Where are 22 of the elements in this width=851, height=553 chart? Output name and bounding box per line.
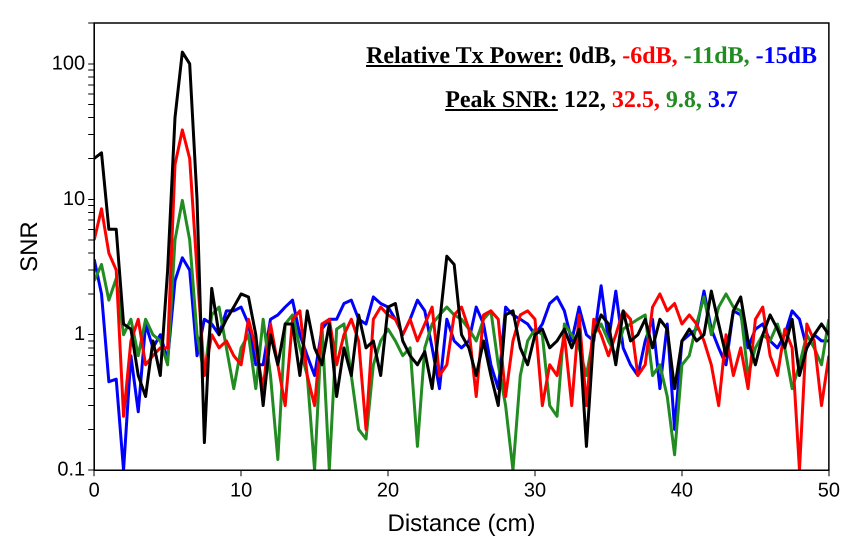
x-tick-label: 50 xyxy=(818,480,840,502)
y-tick-label: 10 xyxy=(62,188,86,210)
annotation: 3.7 xyxy=(706,87,738,113)
annotation: 122, xyxy=(562,87,606,113)
x-tick-label: 30 xyxy=(524,480,546,502)
annotation: 9.8, xyxy=(664,87,702,113)
text: 0dB, xyxy=(568,43,616,69)
y-tick-label: 100 xyxy=(52,52,86,74)
text: -15dB xyxy=(754,43,817,69)
x-tick-label: 40 xyxy=(670,480,694,502)
y-tick-label: 1 xyxy=(74,323,86,346)
legend-title: Relative Tx Power: xyxy=(366,43,563,69)
x-axis-title: Distance (cm) xyxy=(388,510,536,538)
text: -6dB, xyxy=(621,43,678,69)
y-axis-title: SNR xyxy=(16,221,44,272)
x-tick-label: 0 xyxy=(88,480,100,502)
x-tick-label: 10 xyxy=(230,480,252,502)
annotation: Peak SNR: xyxy=(445,87,558,113)
text: -11dB, xyxy=(682,43,750,69)
annotation: 32.5, xyxy=(610,87,660,113)
y-tick-label: 0.1 xyxy=(57,458,86,481)
x-tick-label: 20 xyxy=(376,480,400,502)
